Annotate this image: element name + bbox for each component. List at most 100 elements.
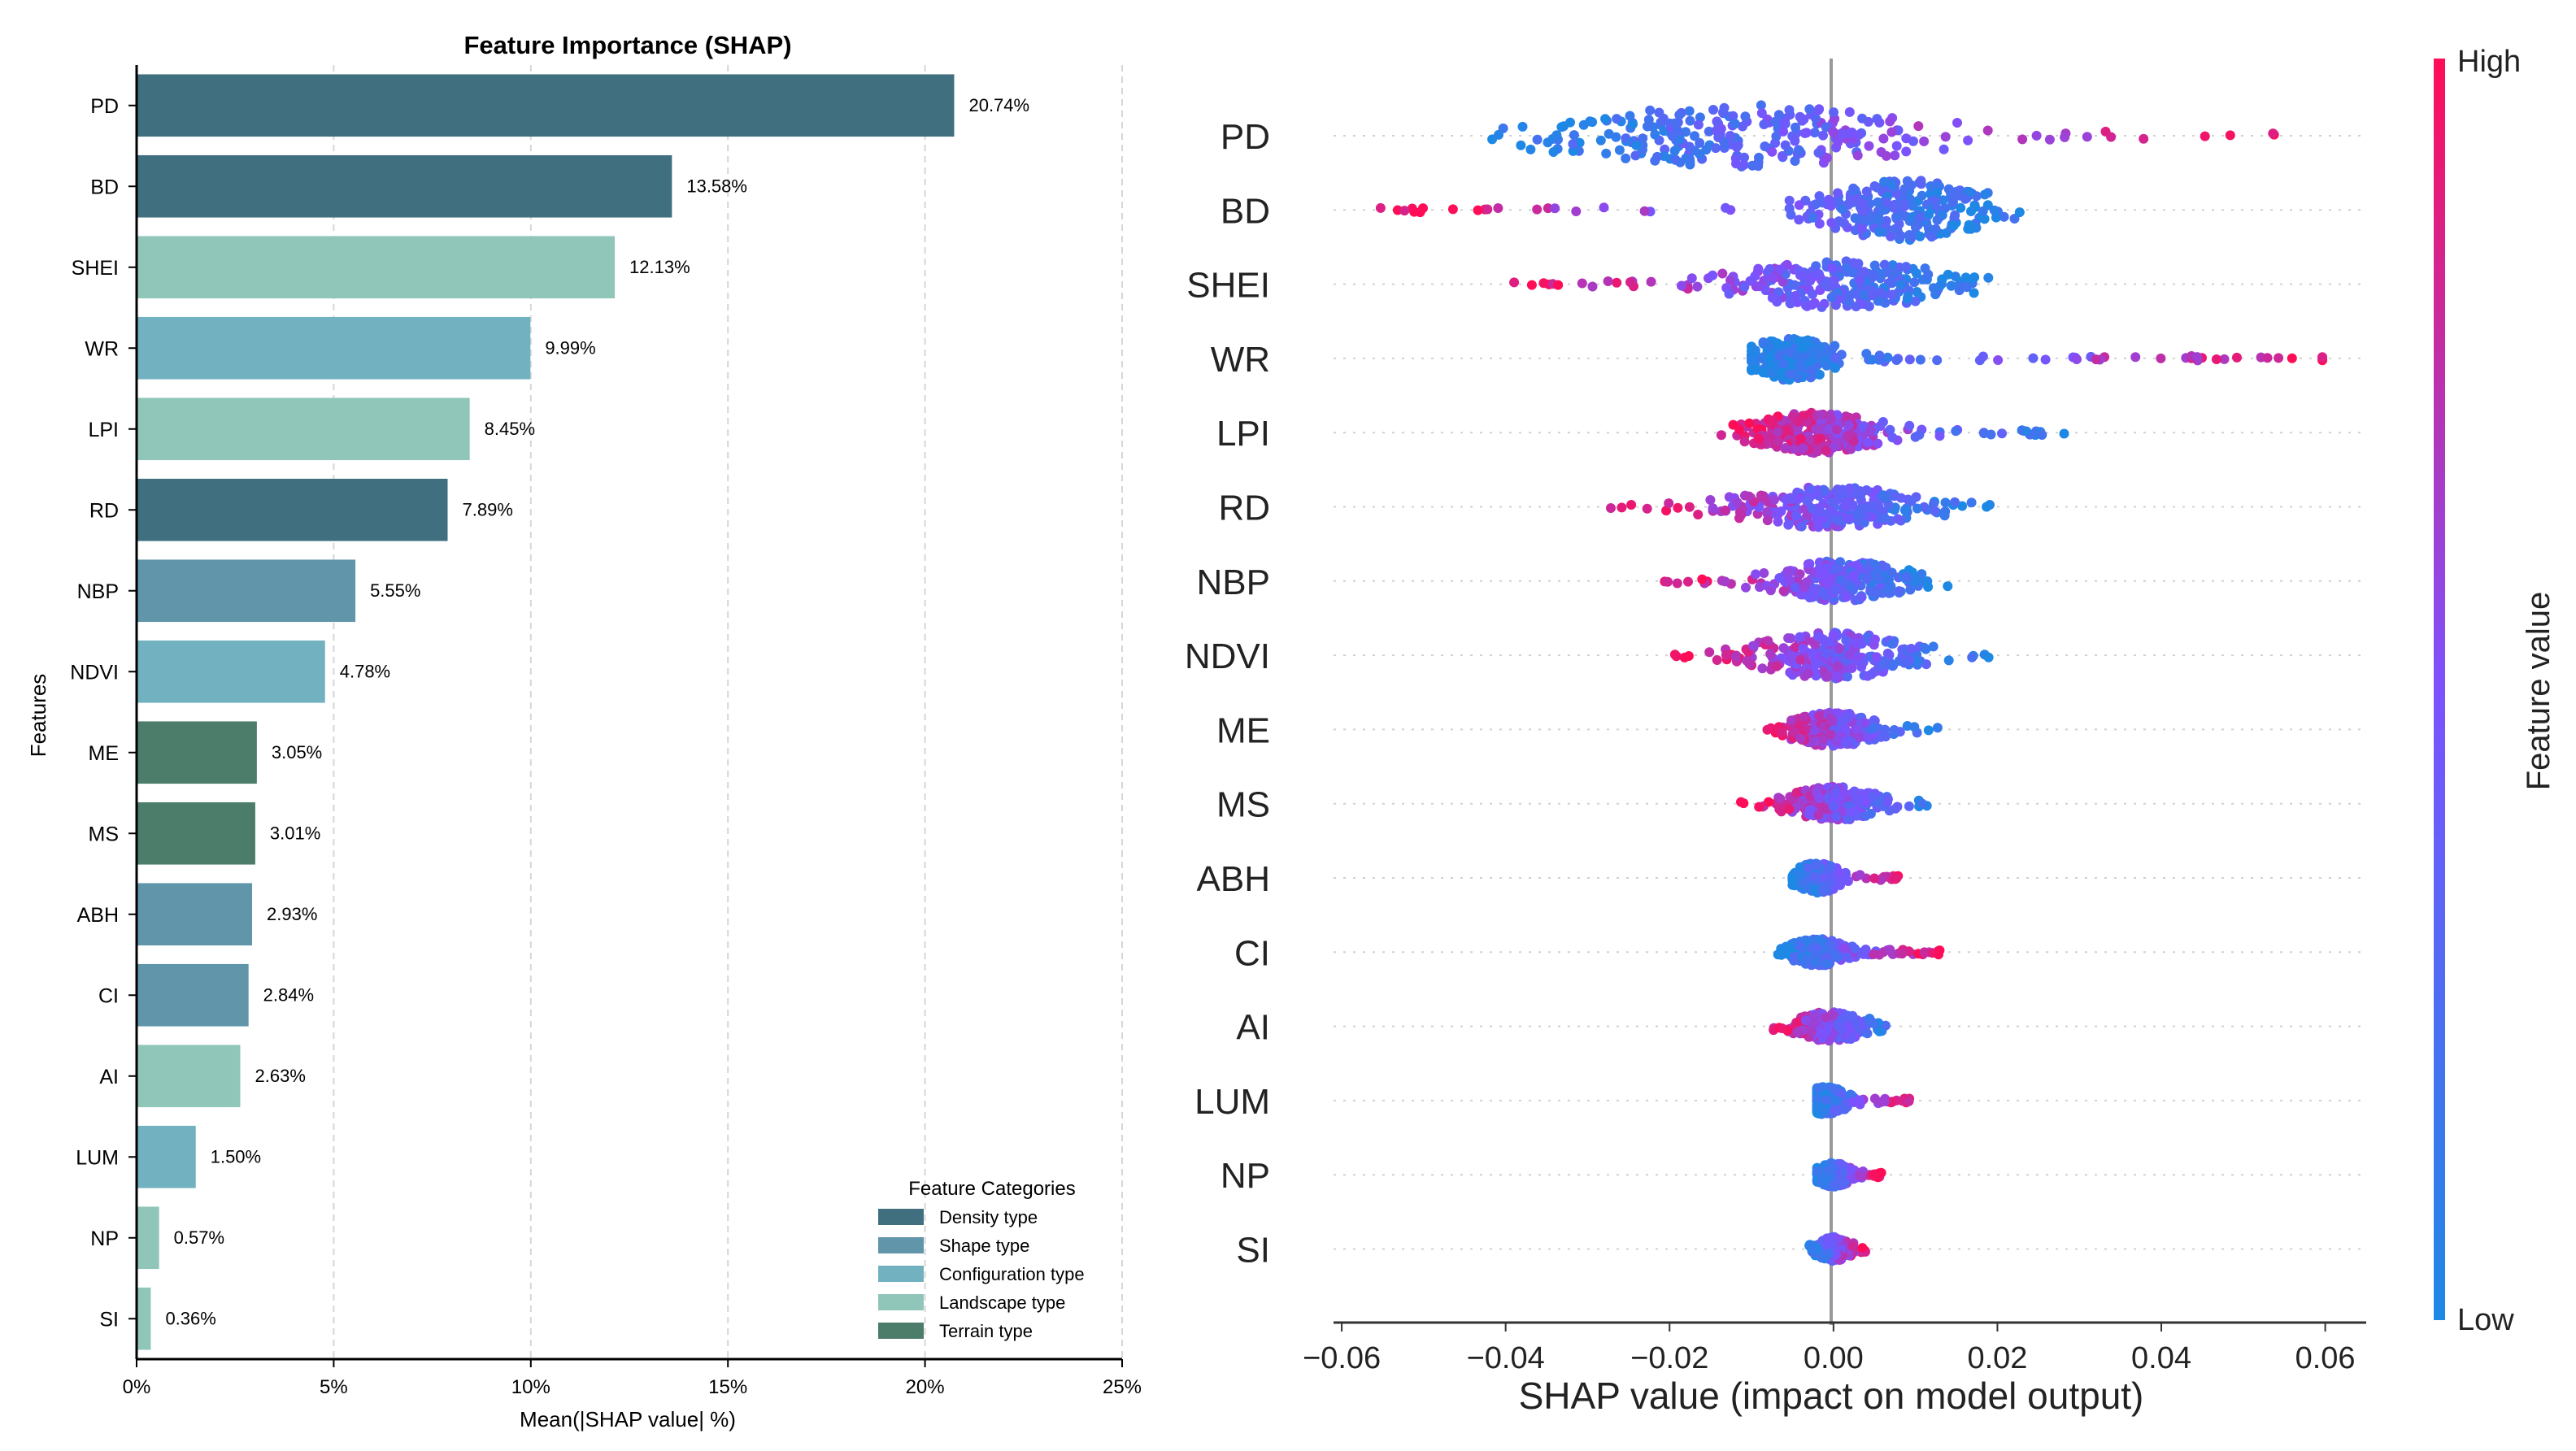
shap-point (1879, 1096, 1890, 1106)
legend-entry-label: Landscape type (939, 1292, 1065, 1313)
shap-point (1712, 655, 1722, 665)
shap-point (1838, 129, 1848, 140)
feature-label-me: ME (1216, 710, 1270, 750)
shap-point (1859, 289, 1869, 300)
shap-point (1695, 112, 1705, 123)
bar-value-label: 7.89% (463, 499, 513, 519)
shap-point (1816, 410, 1826, 420)
shap-point (1556, 122, 1567, 133)
bar-x-tick-label: 5% (320, 1376, 348, 1398)
shap-point (1780, 443, 1791, 453)
shap-point (1910, 296, 1921, 306)
shap-point (1728, 111, 1738, 121)
shap-point (1880, 204, 1891, 215)
shap-point (1685, 159, 1695, 170)
shap-point (1890, 150, 1900, 161)
shap-point (1612, 277, 1622, 288)
bar-me (137, 721, 257, 784)
shap-point (1901, 133, 1912, 144)
shap-point (1830, 584, 1841, 595)
shap-point (1823, 864, 1834, 875)
shap-point (2211, 354, 2221, 364)
shap-point (1585, 116, 1595, 127)
shap-point (1708, 270, 1718, 280)
shap-point (1690, 131, 1699, 141)
shap-point (1747, 160, 1758, 171)
shap-point (1809, 128, 1820, 138)
shap-point (1791, 510, 1801, 521)
shap-point (1669, 146, 1680, 156)
legend-swatch (878, 1323, 924, 1339)
shap-point (1982, 502, 1992, 512)
shap-point (1881, 732, 1891, 742)
shap-point (1879, 512, 1890, 523)
shap-point (1614, 145, 1625, 155)
shap-point (1837, 1024, 1847, 1035)
shap-point (1913, 121, 1924, 132)
shap-point (1683, 576, 1693, 587)
shap-point (1775, 793, 1786, 804)
shap-point (1825, 729, 1836, 740)
shap-point (1795, 733, 1806, 744)
shap-point (1857, 1243, 1868, 1253)
shap-point (2225, 130, 2235, 141)
bar-pd (137, 74, 955, 137)
shap-point (1516, 140, 1526, 150)
shap-point (1571, 206, 1582, 216)
shap-point (1720, 576, 1730, 587)
shap-point (1820, 1253, 1830, 1264)
shap-point (1845, 1089, 1856, 1100)
shap-point (1827, 1239, 1838, 1249)
shap-point (1852, 259, 1863, 270)
shap-point (1771, 131, 1782, 141)
shap-point (1831, 671, 1842, 681)
shap-point (1686, 273, 1697, 284)
shap-point (1625, 111, 1635, 121)
shap-point (1587, 281, 1598, 292)
shap-point (1804, 104, 1815, 115)
shap-point (1901, 572, 1912, 583)
shap-point (1809, 725, 1820, 736)
shap-point (1642, 503, 1652, 514)
shap-point (1773, 436, 1783, 446)
shap-point (1795, 720, 1805, 731)
bar-lpi (137, 398, 470, 461)
shap-point (1803, 863, 1813, 874)
shap-point (1747, 354, 1756, 364)
shap-point (1850, 213, 1860, 224)
shap-point (1847, 663, 1857, 673)
shap-point (1791, 122, 1800, 133)
shap-point (1600, 114, 1611, 124)
bar-value-labels: 20.74% 13.58% 12.13% 9.99% 8.45% 7.89% 5.55% 4.… (165, 95, 1029, 1329)
shap-point (1829, 107, 1838, 118)
bar-y-tick-labels: PD BD SHEI WR LPI RD NBP NDVI ME MS ABH CI AI LUM NP SI (70, 95, 137, 1331)
shap-point (1917, 190, 1927, 201)
bar-label-shei: SHEI (72, 257, 119, 280)
shap-point (1812, 446, 1823, 457)
shap-point (1753, 263, 1764, 274)
shap-point (1967, 652, 1978, 663)
bar-x-axis-label: Mean(|SHAP value| %) (520, 1407, 736, 1431)
shap-point (1823, 194, 1834, 205)
shap-point (1906, 644, 1917, 654)
shap-point (1860, 945, 1871, 954)
shap-point (2014, 207, 2025, 218)
bar-bd (137, 154, 672, 218)
shap-point (1867, 290, 1878, 301)
shap-point (1844, 412, 1855, 423)
shap-point (1855, 870, 1865, 880)
shap-point (1805, 805, 1815, 815)
shap-point (1509, 277, 1520, 288)
shap-point (1548, 147, 1559, 157)
shap-point (1796, 521, 1807, 532)
bar-value-label: 3.01% (270, 823, 320, 843)
shap-point (1799, 711, 1809, 722)
bar-rd (137, 478, 448, 541)
shap-point (1821, 122, 1831, 133)
shap-point (1948, 220, 1959, 231)
shap-point (1630, 150, 1641, 161)
bar-value-label: 0.57% (174, 1227, 224, 1248)
shap-point (1887, 289, 1898, 300)
shap-point (1815, 935, 1825, 945)
shap-point (1856, 223, 1867, 233)
